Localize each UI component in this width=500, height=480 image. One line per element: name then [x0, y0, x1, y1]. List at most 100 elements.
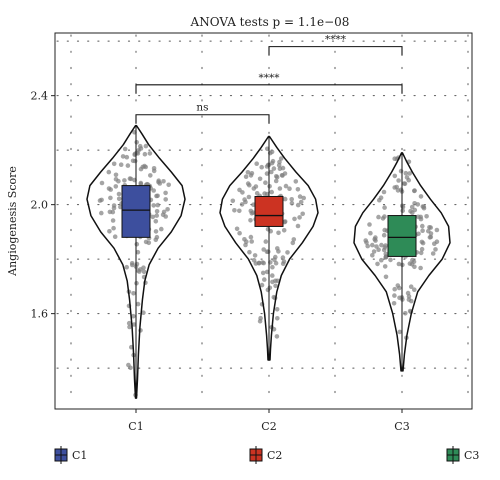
- data-point: [392, 293, 397, 298]
- data-point: [110, 209, 116, 215]
- data-point: [141, 310, 146, 316]
- significance-bracket: [268, 46, 403, 56]
- data-point: [276, 249, 281, 254]
- data-point: [271, 166, 277, 171]
- data-point: [418, 194, 424, 199]
- data-point: [142, 151, 148, 157]
- data-point: [396, 178, 401, 183]
- significance-bracket: [135, 114, 270, 124]
- data-point: [368, 230, 373, 236]
- data-point: [278, 156, 284, 161]
- data-point: [396, 261, 402, 267]
- data-point: [408, 284, 414, 290]
- violin-c1: [86, 124, 186, 399]
- data-point: [405, 290, 411, 296]
- data-point: [283, 183, 289, 189]
- data-point: [382, 214, 387, 219]
- data-point: [370, 242, 375, 248]
- data-point: [370, 253, 375, 258]
- data-point: [125, 163, 131, 168]
- y-tick-label: 2.0: [31, 199, 49, 212]
- data-point: [143, 239, 149, 245]
- data-point: [392, 173, 398, 179]
- data-point: [259, 164, 265, 170]
- data-point: [293, 179, 299, 184]
- data-point: [381, 247, 387, 253]
- data-point: [234, 226, 240, 232]
- data-point: [262, 277, 267, 282]
- data-point: [401, 181, 407, 186]
- box-layer: [121, 125, 417, 399]
- data-point: [248, 173, 254, 178]
- data-point: [154, 213, 159, 218]
- data-point: [415, 202, 421, 207]
- data-point: [252, 253, 258, 258]
- data-point: [237, 208, 242, 214]
- data-point: [99, 197, 104, 203]
- data-point: [124, 154, 130, 160]
- data-point: [420, 223, 425, 229]
- data-point: [421, 205, 427, 211]
- data-point: [410, 257, 415, 263]
- data-point: [116, 191, 122, 197]
- data-point: [434, 227, 440, 233]
- data-point: [430, 251, 436, 256]
- violin-c2: [219, 135, 319, 361]
- data-point: [130, 262, 135, 268]
- data-point: [273, 254, 278, 260]
- data-point: [141, 269, 147, 275]
- data-point: [135, 249, 141, 255]
- data-point: [110, 218, 116, 223]
- data-point: [260, 270, 266, 276]
- data-point: [135, 268, 141, 273]
- data-point: [279, 173, 285, 178]
- data-point: [365, 243, 371, 249]
- data-point: [409, 204, 415, 210]
- data-point: [237, 230, 242, 236]
- data-point: [409, 262, 415, 267]
- legend-label-c3: C3: [464, 449, 479, 462]
- data-point: [267, 184, 272, 189]
- data-point: [285, 250, 290, 255]
- data-point: [163, 214, 168, 219]
- data-point: [274, 307, 280, 312]
- data-point: [269, 189, 275, 195]
- data-point: [363, 238, 369, 243]
- x-tick-label: C2: [261, 420, 276, 433]
- data-point: [153, 219, 159, 224]
- data-point: [237, 187, 242, 193]
- data-point: [147, 151, 153, 156]
- data-point: [230, 198, 236, 204]
- data-point: [420, 228, 425, 233]
- data-point: [151, 188, 156, 193]
- significance-label: ns: [196, 102, 208, 114]
- chart-title: ANOVA tests p = 1.1e−08: [190, 15, 350, 29]
- data-point: [257, 176, 263, 182]
- data-point: [127, 324, 132, 330]
- data-point: [289, 197, 295, 202]
- data-point: [163, 197, 168, 202]
- data-point: [280, 165, 286, 171]
- data-point: [151, 168, 157, 174]
- data-point: [134, 140, 139, 145]
- data-point: [155, 193, 160, 199]
- data-point: [246, 194, 252, 200]
- data-point: [418, 265, 423, 271]
- data-point: [396, 285, 402, 291]
- data-point: [277, 159, 282, 165]
- data-point: [264, 191, 270, 197]
- data-point: [156, 178, 161, 183]
- data-point: [432, 241, 437, 246]
- data-point: [131, 313, 136, 319]
- data-point: [111, 203, 117, 208]
- data-point: [398, 168, 404, 174]
- data-point: [410, 210, 415, 215]
- data-point: [249, 211, 255, 216]
- data-point: [264, 171, 270, 176]
- data-point: [274, 334, 280, 339]
- data-point: [273, 260, 279, 266]
- legend-label-c2: C2: [267, 449, 282, 462]
- data-point: [403, 170, 409, 176]
- data-point: [131, 322, 137, 327]
